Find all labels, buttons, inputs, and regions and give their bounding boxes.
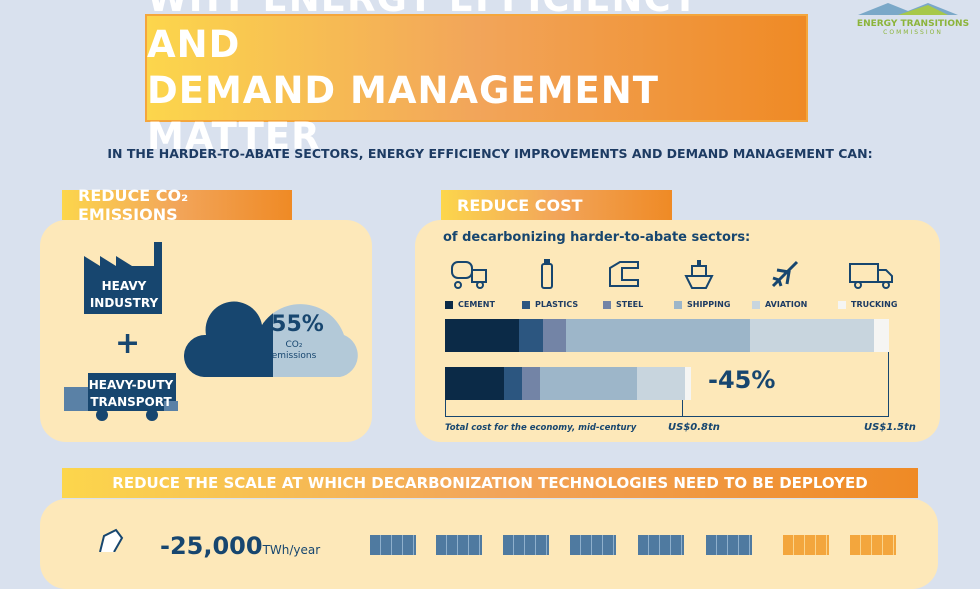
co2-label: CO₂ bbox=[285, 340, 303, 350]
emissions-badge: REDUCE CO₂ EMISSIONS bbox=[62, 186, 292, 224]
ship-icon bbox=[684, 258, 714, 294]
factory-icon bbox=[84, 242, 162, 314]
plastic-bottle-icon bbox=[540, 258, 554, 294]
solar-panel-icon bbox=[436, 535, 482, 555]
bar-segment-plastics bbox=[504, 367, 522, 400]
legend-item-aviation: AVIATION bbox=[752, 300, 807, 309]
bar-segment-plastics bbox=[519, 319, 543, 352]
title-banner: WHY ENERGY EFFICIENCY AND DEMAND MANAGEM… bbox=[145, 0, 808, 158]
axis-bracket bbox=[445, 400, 889, 417]
cost-reduction-value: -45% bbox=[708, 366, 776, 394]
title-line-2: DEMAND MANAGEMENT MATTER bbox=[147, 69, 660, 158]
legend-label: CEMENT bbox=[458, 300, 495, 309]
bar-segment-shipping bbox=[566, 319, 750, 352]
delivery-truck-icon bbox=[848, 262, 894, 294]
bar-segment-steel bbox=[542, 319, 567, 352]
legend-swatch bbox=[674, 300, 682, 309]
legend-swatch bbox=[522, 300, 530, 309]
legend-label: AVIATION bbox=[765, 300, 808, 309]
truck-icon bbox=[64, 373, 178, 421]
heavy-industry-label: HEAVY INDUSTRY bbox=[89, 279, 159, 310]
cement-mixer-icon bbox=[450, 258, 490, 294]
legend-swatch bbox=[752, 300, 760, 309]
legend-swatch bbox=[603, 300, 611, 309]
cost-badge: REDUCE COST bbox=[441, 190, 672, 220]
emissions-reduction-value: -55% bbox=[262, 312, 324, 337]
legend-swatch bbox=[838, 300, 846, 309]
solar-panel-icon bbox=[370, 535, 416, 555]
solar-panel-icon bbox=[570, 535, 616, 555]
title-line-1: WHY ENERGY EFFICIENCY AND bbox=[147, 0, 698, 66]
bar-segment-cement bbox=[445, 367, 505, 400]
bar-segment-aviation bbox=[749, 319, 875, 352]
cost-heading: of decarbonizing harder-to-abate sectors… bbox=[443, 230, 751, 245]
scale-badge: REDUCE THE SCALE AT WHICH DECARBONIZATIO… bbox=[62, 468, 918, 498]
logo-text: ENERGY TRANSITIONS bbox=[856, 19, 970, 29]
high-total-label: US$1.5tn bbox=[864, 422, 916, 433]
cloud-icon bbox=[184, 301, 358, 377]
legend-item-steel: STEEL bbox=[603, 300, 643, 309]
legend-label: STEEL bbox=[616, 300, 644, 309]
bar-with-efficiency bbox=[445, 367, 889, 400]
solar-panel-icon bbox=[638, 535, 684, 555]
subtitle: IN THE HARDER-TO-ABATE SECTORS, ENERGY E… bbox=[107, 146, 873, 161]
bar-segment-aviation bbox=[637, 367, 685, 400]
legend-label: SHIPPING bbox=[687, 300, 731, 309]
solar-panel-orange-icon bbox=[783, 535, 829, 555]
bar-segment-cement bbox=[445, 319, 519, 352]
legend-item-trucking: TRUCKING bbox=[838, 300, 897, 309]
solar-panel-icon bbox=[503, 535, 549, 555]
legend-label: PLASTICS bbox=[535, 300, 579, 309]
heavy-duty-transport-label: HEAVY-DUTY TRANSPORT bbox=[88, 378, 174, 409]
bar-baseline bbox=[445, 319, 889, 352]
mountain-logo-icon bbox=[858, 3, 958, 15]
logo-subtext: COMMISSION bbox=[883, 29, 943, 36]
legend-item-cement: CEMENT bbox=[445, 300, 495, 309]
bar-segment-shipping bbox=[539, 367, 638, 400]
airplane-icon bbox=[769, 258, 801, 294]
max-tick bbox=[445, 352, 889, 402]
axis-label: Total cost for the economy, mid-century bbox=[445, 423, 637, 433]
emissions-value-label: CO₂ emissions bbox=[266, 340, 322, 362]
plug-icon bbox=[99, 528, 124, 552]
bar-segment-trucking bbox=[874, 319, 889, 352]
legend-item-shipping: SHIPPING bbox=[674, 300, 730, 309]
plus-sign: + bbox=[115, 326, 141, 361]
solar-panel-icon bbox=[706, 535, 752, 555]
solar-panel-orange-icon bbox=[850, 535, 896, 555]
energy-unit: TWh/year bbox=[262, 543, 321, 557]
low-tick bbox=[681, 400, 684, 417]
energy-value: -25,000 bbox=[160, 532, 263, 560]
bar-segment-trucking bbox=[684, 367, 691, 400]
bar-segment-steel bbox=[521, 367, 540, 400]
emissions-label: emissions bbox=[271, 351, 317, 361]
legend-label: TRUCKING bbox=[851, 300, 898, 309]
low-total-label: US$0.8tn bbox=[668, 422, 720, 433]
energy-demand-reduction: -25,000TWh/year bbox=[160, 532, 320, 560]
etc-logo: ENERGY TRANSITIONS COMMISSION bbox=[848, 0, 978, 36]
legend-swatch bbox=[445, 300, 453, 309]
legend-item-plastics: PLASTICS bbox=[522, 300, 578, 309]
steel-beam-icon bbox=[608, 260, 640, 292]
